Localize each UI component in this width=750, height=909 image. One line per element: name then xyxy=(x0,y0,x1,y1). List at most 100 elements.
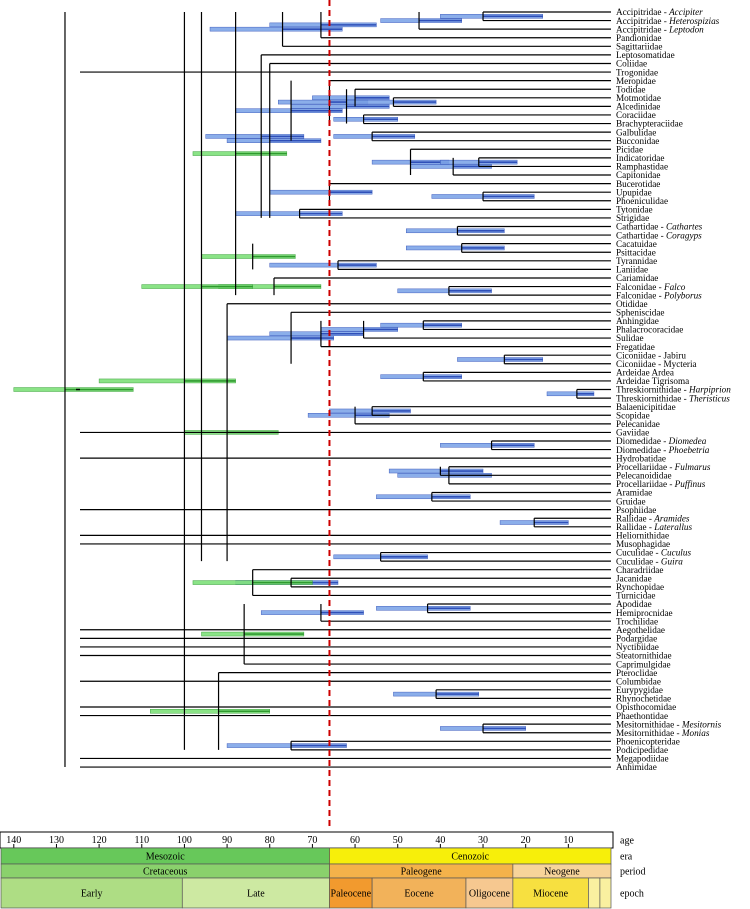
epoch-band xyxy=(512,877,589,909)
taxon-label: Jacanidae xyxy=(616,573,652,583)
period-label: Paleogene xyxy=(401,867,443,878)
taxon-label: Todidae xyxy=(616,84,645,94)
taxon-label: Laniidae xyxy=(616,265,648,275)
epoch-label: Eocene xyxy=(404,889,434,900)
row-label-age: age xyxy=(620,836,634,847)
tree-branches xyxy=(64,11,611,768)
taxon-label: Cathartidae - Coragyps xyxy=(616,230,702,240)
taxon-label: Phoenicopteridae xyxy=(616,737,680,747)
taxon-label: Pteroclidae xyxy=(616,668,657,678)
ci-bar xyxy=(269,262,377,268)
taxon-label: Podargidae xyxy=(616,634,657,644)
taxon-label: Coliidae xyxy=(616,59,647,69)
age-tick-label: 60 xyxy=(350,835,360,846)
period-label: Neogene xyxy=(544,867,580,878)
epoch-band xyxy=(329,877,373,909)
taxon-label: Mesitornithidae - Monias xyxy=(616,728,710,738)
taxon-label: Cathartidae - Cathartes xyxy=(616,222,703,232)
taxon-label: Brachypteraciidae xyxy=(616,119,683,129)
taxon-label: Cuculidae - Cuculus xyxy=(616,548,691,558)
taxon-label: Pandionidae xyxy=(616,33,661,43)
taxon-label: Caprimulgidae xyxy=(616,659,671,669)
age-tick-label: 30 xyxy=(478,835,488,846)
geologic-timescale: 140 130 120 110 100 90 80 70 60 50 40 30 20 10 Mesozoi… xyxy=(0,831,646,909)
taxon-label: Ramphastidae xyxy=(616,162,668,172)
taxon-label: Turnicidae xyxy=(616,591,655,601)
taxon-label: Charadriidae xyxy=(616,565,663,575)
taxon-label: Bucerotidae xyxy=(616,179,660,189)
age-tick-label: 130 xyxy=(49,835,64,846)
age-tick-label: 50 xyxy=(393,835,403,846)
age-tick-label: 90 xyxy=(222,835,232,846)
taxon-label: Threskiornithidae - Theristicus xyxy=(616,393,730,403)
age-tick-label: 70 xyxy=(307,835,317,846)
taxon-label: Anhimidae xyxy=(616,762,657,772)
epoch-label: Miocene xyxy=(533,889,569,900)
taxon-label: Alcedinidae xyxy=(616,102,660,112)
taxon-label: Motmotidae xyxy=(616,93,661,103)
taxon-label: Aramidae xyxy=(616,488,652,498)
taxon-label: Diomedidae - Diomedea xyxy=(616,436,707,446)
taxon-label: Gaviidae xyxy=(616,428,649,438)
taxon-label: Ardeidae Tigrisoma xyxy=(616,376,689,386)
taxon-label: Sulidae xyxy=(616,333,644,343)
taxon-label: Falconidae - Falco xyxy=(616,282,686,292)
epoch-band xyxy=(588,877,601,909)
taxon-label: Musophagidae xyxy=(616,539,670,549)
taxon-label: Steatornithidae xyxy=(616,651,672,661)
taxon-label: Procellariidae - Fulmarus xyxy=(616,462,711,472)
age-tick-label: 40 xyxy=(435,835,445,846)
age-tick-label: 100 xyxy=(177,835,192,846)
taxon-label: Ciconiidae - Mycteria xyxy=(616,359,697,369)
taxon-label: Picidae xyxy=(616,144,643,154)
taxon-label: Gruidae xyxy=(616,496,646,506)
taxon-label: Rallidae - Laterallus xyxy=(616,522,692,532)
taxon-label: Ardeidae Ardea xyxy=(616,368,674,378)
age-tick-label: 140 xyxy=(6,835,21,846)
epoch-band xyxy=(181,877,330,909)
taxon-label: Accipitridae - Leptodon xyxy=(616,24,704,34)
taxon-label: Phoeniculidae xyxy=(616,196,668,206)
age-tick-label: 10 xyxy=(563,835,573,846)
taxon-label: Cacatuidae xyxy=(616,239,657,249)
taxon-label: Coraciidae xyxy=(616,110,656,120)
taxon-label: Opisthocomidae xyxy=(616,702,676,712)
taxon-label: Apodidae xyxy=(616,599,652,609)
era-label: Cenozoic xyxy=(451,852,489,863)
taxon-label: Cuculidae - Guira xyxy=(616,556,683,566)
taxon-label: Meropidae xyxy=(616,76,656,86)
taxon-label: Procellariidae - Puffinus xyxy=(616,479,706,489)
taxon-label: Trochilidae xyxy=(616,616,658,626)
taxon-label: Tyrannidae xyxy=(616,256,657,266)
taxon-label: Galbulidae xyxy=(616,127,656,137)
taxon-label: Rynchopidae xyxy=(616,582,664,592)
taxon-label: Threskiornithidae - Harpiprion xyxy=(616,385,731,395)
epoch-band xyxy=(599,877,612,909)
taxon-label: Psophiidae xyxy=(616,505,656,515)
taxon-label: Heliornithidae xyxy=(616,531,669,541)
age-tick-label: 20 xyxy=(521,835,531,846)
period-label: Cretaceous xyxy=(143,867,188,878)
row-label-era: era xyxy=(620,852,633,863)
taxon-label: Otididae xyxy=(616,299,648,309)
taxon-label: Diomedidae - Phoebetria xyxy=(616,445,710,455)
taxon-label: Upupidae xyxy=(616,187,652,197)
taxon-label: Fregatidae xyxy=(616,342,655,352)
taxon-label: Phaethontidae xyxy=(616,711,668,721)
taxon-label: Eurypygidae xyxy=(616,685,663,695)
taxon-label: Ciconiidae - Jabiru xyxy=(616,350,686,360)
taxon-label: Spheniscidae xyxy=(616,308,664,318)
taxon-label: Scopidae xyxy=(616,410,650,420)
taxon-label: Rallidae - Aramides xyxy=(616,513,690,523)
era-label: Mesozoic xyxy=(146,852,185,863)
taxon-label: Podicipedidae xyxy=(616,745,668,755)
taxon-label: Cariamidae xyxy=(616,273,658,283)
taxon-label: Pelecanidae xyxy=(616,419,660,429)
taxon-label: Indicatoridae xyxy=(616,153,664,163)
taxon-label: Psittacidae xyxy=(616,247,656,257)
taxon-label: Balaenicipitidae xyxy=(616,402,676,412)
taxon-label: Tytonidae xyxy=(616,205,653,215)
epoch-label: Late xyxy=(247,889,265,900)
